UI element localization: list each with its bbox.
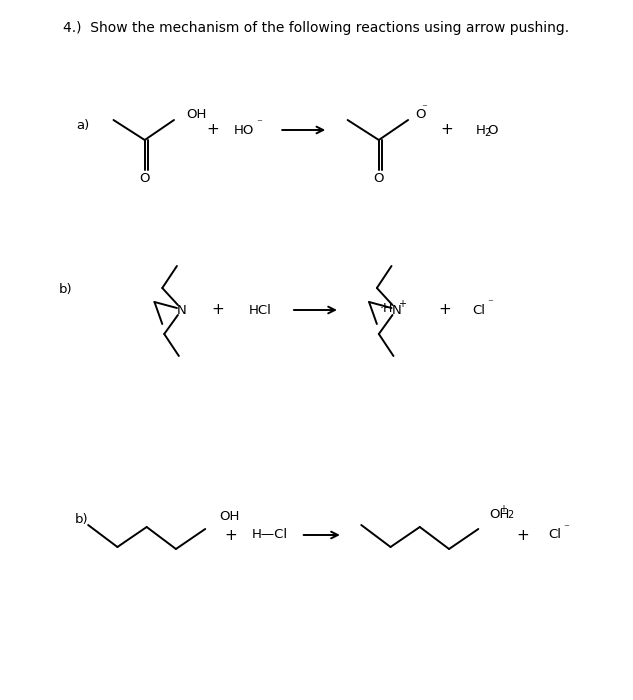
Text: OH: OH — [187, 108, 207, 122]
Text: Cl: Cl — [548, 528, 561, 542]
Text: ⁻: ⁻ — [421, 103, 427, 113]
Text: b): b) — [75, 514, 88, 526]
Text: N: N — [177, 304, 187, 316]
Text: 2: 2 — [484, 128, 490, 138]
Text: ⁻: ⁻ — [256, 118, 262, 128]
Text: N: N — [391, 304, 401, 316]
Text: +: + — [398, 299, 406, 309]
Text: +: + — [517, 528, 530, 542]
Text: b): b) — [59, 284, 73, 297]
Text: O: O — [487, 123, 498, 136]
Text: +: + — [206, 122, 220, 137]
Text: O: O — [139, 172, 150, 185]
Text: HCl: HCl — [248, 304, 272, 316]
Text: HO: HO — [234, 123, 254, 136]
Text: O: O — [373, 172, 384, 185]
Text: 2: 2 — [508, 510, 514, 520]
Text: a): a) — [77, 118, 90, 132]
Text: +: + — [211, 302, 224, 318]
Text: ⁻: ⁻ — [487, 298, 493, 308]
Text: 4.)  Show the mechanism of the following reactions using arrow pushing.: 4.) Show the mechanism of the following … — [63, 21, 570, 35]
Text: +: + — [224, 528, 237, 542]
Text: H: H — [475, 123, 486, 136]
Text: H—Cl: H—Cl — [251, 528, 287, 542]
Text: +: + — [439, 302, 451, 318]
Text: OH: OH — [219, 510, 239, 524]
Text: +: + — [441, 122, 453, 137]
Text: ⁻: ⁻ — [563, 523, 569, 533]
Text: O: O — [415, 108, 425, 122]
Text: +: + — [499, 504, 506, 514]
Text: Cl: Cl — [472, 304, 485, 316]
Text: ·H: ·H — [380, 302, 394, 314]
Text: OH: OH — [489, 508, 510, 522]
